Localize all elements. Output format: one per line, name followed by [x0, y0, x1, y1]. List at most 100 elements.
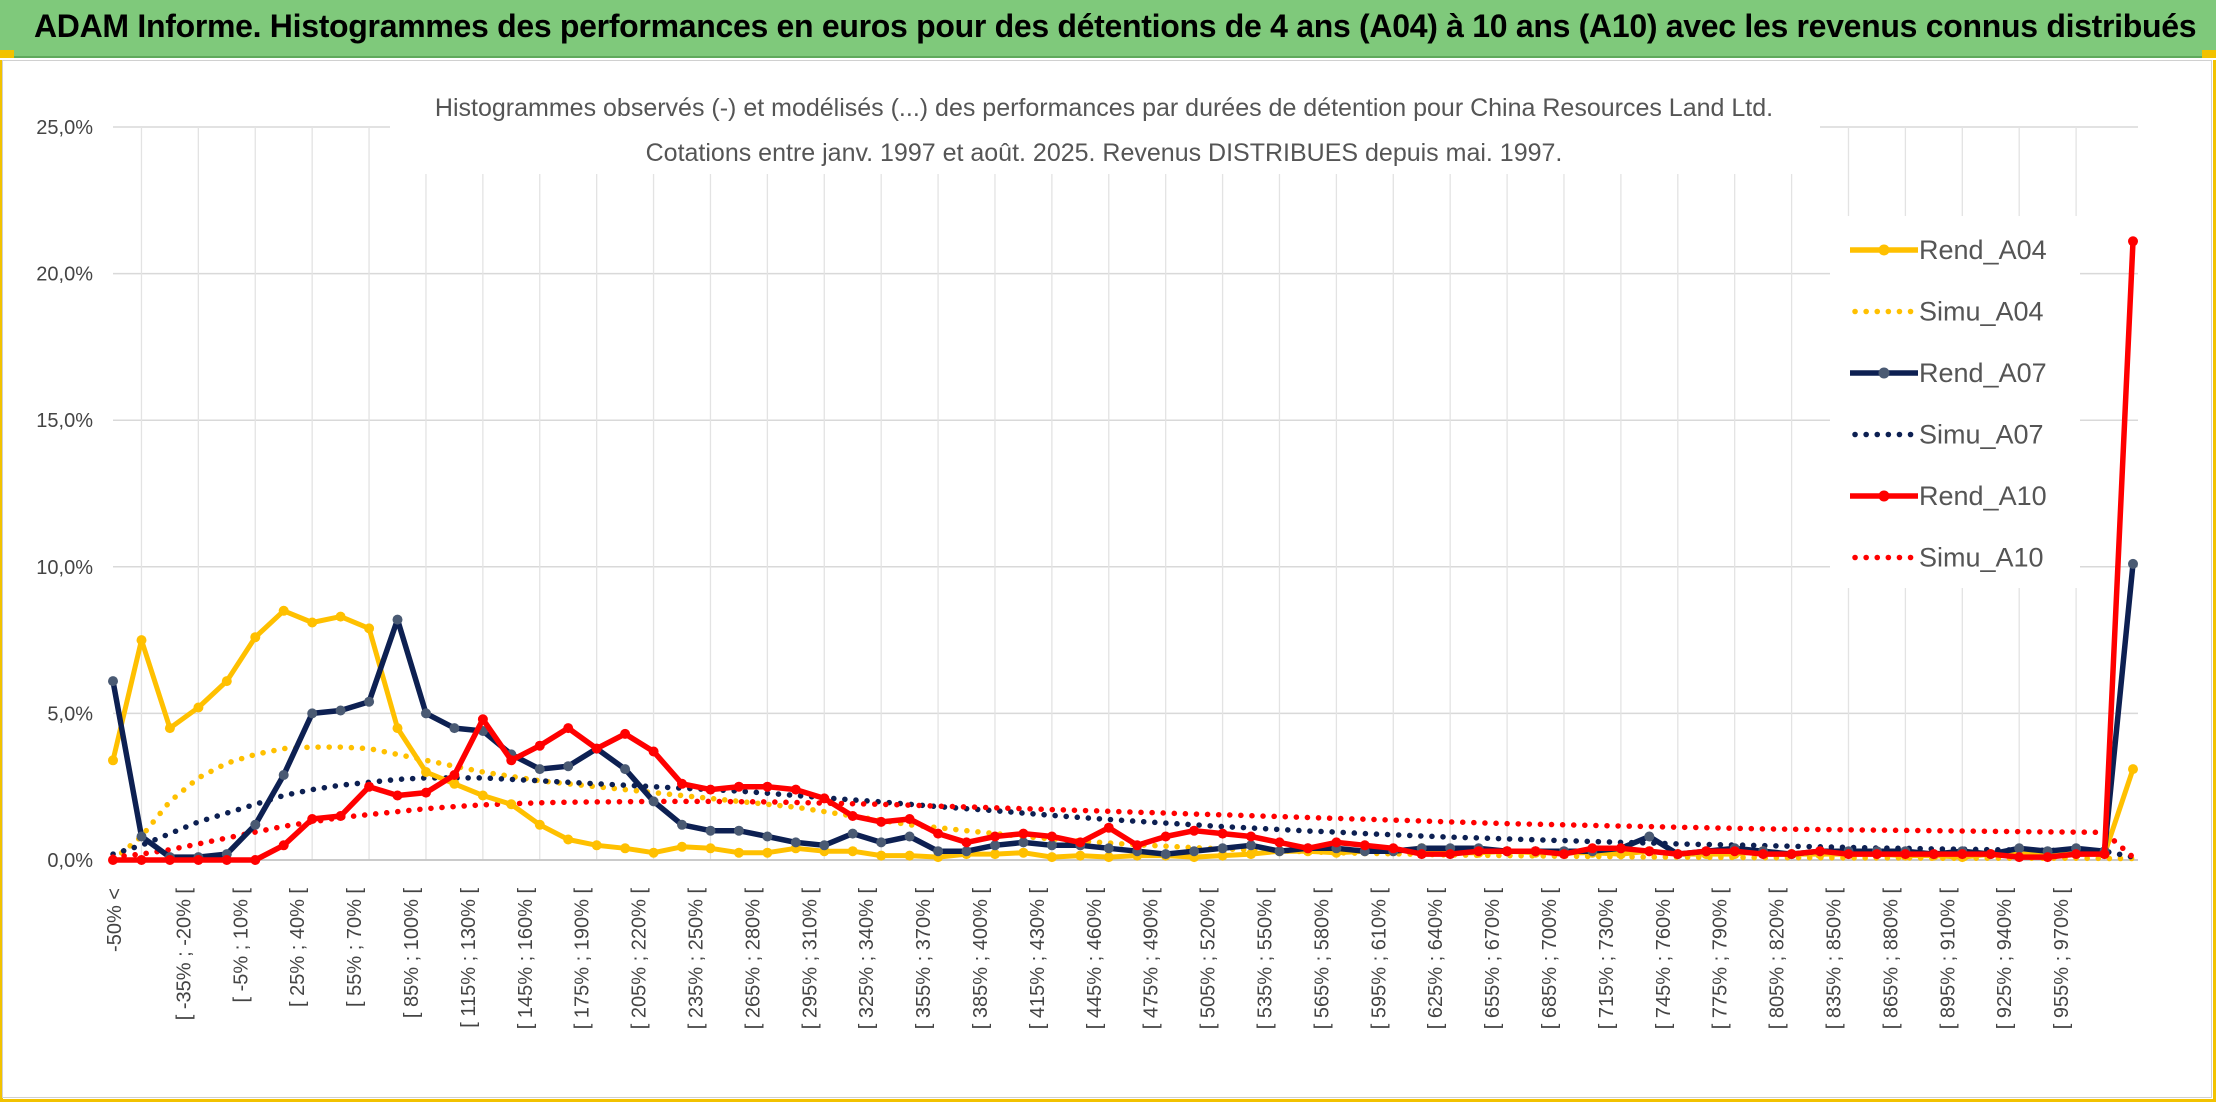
data-point: [1957, 849, 1968, 860]
series-rend_a04: [108, 605, 2138, 863]
data-point: [563, 834, 574, 845]
data-point: [1786, 849, 1797, 860]
data-point: [1758, 849, 1769, 860]
series-simu_a04: [110, 744, 2136, 863]
data-point: [847, 811, 858, 821]
data-point: [790, 784, 801, 795]
x-tick-label: [ 655% ; 670% [: [1482, 888, 1504, 1030]
data-point: [1416, 849, 1427, 860]
data-point: [108, 755, 118, 766]
data-point: [2042, 852, 2053, 863]
data-point: [1018, 828, 1029, 839]
chart-frame: [2, 60, 2212, 1098]
x-tick-label: [ 355% ; 370% [: [913, 888, 935, 1030]
data-point: [421, 767, 431, 777]
data-point: [847, 828, 858, 839]
data-point: [762, 847, 773, 858]
x-tick-label: [ 295% ; 310% [: [799, 888, 821, 1030]
series-rend_a07: [108, 558, 2138, 863]
data-point: [591, 743, 602, 754]
data-point: [591, 840, 602, 851]
data-point: [1246, 849, 1256, 860]
x-axis-ticks: -50% < [ -35% ; -20% [ [ -5% ; 10% [ [ 25% …: [104, 888, 2073, 1030]
data-point: [620, 764, 631, 775]
data-point: [1672, 849, 1683, 860]
data-point: [904, 831, 915, 842]
data-point: [506, 755, 517, 766]
header-corner-right: [2202, 50, 2216, 58]
legend-label: Simu_A04: [1919, 297, 2044, 327]
x-tick-label: [ 955% ; 970% [: [2051, 888, 2073, 1030]
data-point: [534, 764, 545, 775]
y-tick-label: 25,0%: [36, 117, 93, 139]
data-point: [705, 784, 716, 795]
data-point: [620, 728, 631, 739]
data-point: [421, 787, 431, 798]
data-point: [1246, 840, 1256, 851]
data-point: [1644, 831, 1655, 842]
data-point: [620, 843, 631, 854]
x-tick-label: [ 685% ; 700% [: [1539, 888, 1561, 1030]
data-point: [648, 847, 659, 858]
x-tick-label: [ 475% ; 490% [: [1141, 888, 1163, 1030]
data-point: [1217, 843, 1228, 854]
data-point: [136, 855, 147, 865]
chart-title: Histogrammes observés (-) et modélisés (…: [435, 94, 1773, 122]
x-tick-label: [ 385% ; 400% [: [970, 888, 992, 1030]
data-point: [762, 831, 773, 842]
x-tick-label: [ 595% ; 610% [: [1368, 888, 1390, 1030]
data-point: [136, 635, 147, 646]
series-simu_a10: [110, 798, 2136, 860]
data-point: [477, 714, 488, 725]
data-point: [392, 790, 403, 801]
x-tick-label: [ -5% ; 10% [: [230, 888, 252, 1003]
data-point: [1274, 837, 1285, 848]
data-point: [1359, 840, 1370, 851]
data-point: [136, 831, 147, 842]
x-tick-label: [ -35% ; -20% [: [173, 888, 195, 1021]
header-bar: ADAM Informe. Histogrammes des performan…: [0, 0, 2216, 58]
data-point: [819, 793, 830, 804]
x-tick-label: [ 925% ; 940% [: [1994, 888, 2016, 1030]
data-point: [392, 614, 403, 625]
data-point: [1160, 849, 1171, 860]
y-axis-ticks: 0,0% 5,0% 10,0% 15,0% 20,0% 25,0%: [36, 117, 93, 872]
legend: Rend_A04 Simu_A04 Rend_A07 Simu_A07 Rend_A10…: [1830, 216, 2080, 588]
data-point: [2128, 558, 2138, 569]
data-point: [193, 855, 204, 865]
data-point: [762, 781, 773, 792]
legend-marker: [1878, 244, 1890, 256]
data-point: [335, 705, 346, 716]
legend-background: [1830, 216, 2080, 588]
x-tick-label: [ 145% ; 160% [: [515, 888, 537, 1030]
data-point: [1189, 825, 1200, 836]
data-point: [278, 605, 289, 616]
data-point: [1217, 850, 1228, 861]
data-point: [1815, 846, 1825, 857]
data-point: [250, 632, 261, 643]
data-point: [563, 761, 574, 772]
x-tick-label: -50% <: [104, 888, 126, 952]
data-point: [364, 781, 375, 792]
legend-label: Rend_A04: [1919, 235, 2047, 265]
series-line: [110, 798, 2136, 860]
x-tick-label: [ 115% ; 130% [: [458, 888, 480, 1028]
data-point: [733, 781, 744, 792]
data-point: [506, 799, 517, 810]
series-line: [110, 744, 2136, 863]
legend-marker: [1878, 490, 1890, 502]
data-point: [677, 841, 687, 852]
data-point: [876, 816, 887, 827]
data-point: [2128, 236, 2138, 247]
data-point: [1928, 849, 1939, 860]
data-point: [307, 708, 318, 719]
data-point: [1871, 849, 1882, 860]
series-lines: [108, 236, 2138, 865]
x-tick-label: [ 25% ; 40% [: [287, 888, 309, 1007]
data-point: [563, 723, 574, 734]
data-point: [733, 847, 744, 858]
data-point: [392, 723, 403, 734]
legend-label: Simu_A07: [1919, 420, 2044, 450]
legend-item-rend_a10: Rend_A10: [1850, 481, 2047, 511]
data-point: [2071, 849, 2082, 860]
